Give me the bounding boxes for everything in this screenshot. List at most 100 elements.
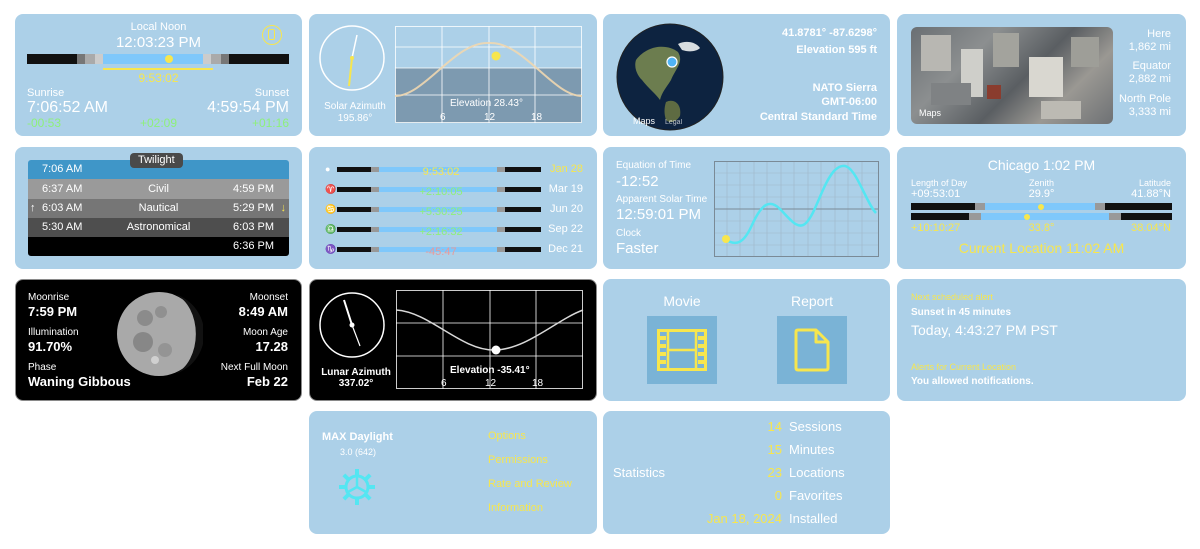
city-sun-marker (1038, 204, 1044, 210)
location-card[interactable]: Maps Legal 41.8781° -87.6298° Elevation … (603, 14, 890, 136)
moon-card[interactable]: Moonrise 7:59 PM Illumination 91.70% Pha… (15, 279, 302, 401)
daylight-bar (27, 54, 289, 64)
notifications-status: You allowed notifications. (911, 376, 1034, 387)
globe-legal-label[interactable]: Legal (665, 119, 683, 126)
rate-review-link[interactable]: Rate and Review (488, 478, 572, 490)
city-card[interactable]: Chicago 1:02 PM Length of Day Zenith Lat… (897, 147, 1186, 269)
lunar-position-card[interactable]: Lunar Azimuth 337.02° Elevation -35.41° … (309, 279, 597, 401)
day-length: 9:53:02 (138, 71, 179, 85)
installed-value: Jan 18, 2024 (706, 511, 782, 526)
location-timezone: Central Standard Time (759, 111, 877, 123)
season-date: Dec 21 (548, 243, 583, 255)
lunar-elevation-chart (396, 290, 584, 389)
eot-value: -12:52 (616, 173, 659, 190)
season-delta: -45:47 (425, 246, 457, 258)
season-delta: +2:16:32 (419, 226, 463, 238)
current-sun-marker (1024, 214, 1030, 220)
nautical-up-arrow: ↑ (30, 202, 36, 214)
sun-marker (165, 55, 173, 63)
favorites-label: Favorites (789, 488, 843, 503)
solar-compass (319, 25, 385, 91)
current-latitude-value: 38.04°N (1131, 222, 1171, 234)
app-name: MAX Daylight (322, 431, 393, 443)
season-bar (337, 187, 541, 192)
seasons-card[interactable]: ● 9:53:02 Jan 28 ♈ +2:10:05 Mar 19 ♋ +5:30:25 Ju… (309, 147, 597, 269)
options-link[interactable]: Options (488, 430, 526, 442)
next-alert-desc: Sunset in 45 minutes (911, 307, 1012, 318)
sunset-time: 4:59:54 PM (207, 99, 289, 116)
sunrise-label: Sunrise (27, 87, 65, 99)
solar-azimuth-label: Solar Azimuth (324, 101, 386, 112)
favorites-value: 0 (774, 488, 782, 503)
distances-card[interactable]: Maps Here 1,862 mi Equator 2,882 mi Nort… (897, 14, 1186, 136)
installed-label: Installed (789, 511, 838, 526)
city-length-value: +09:53:01 (911, 188, 961, 200)
report-button[interactable] (777, 316, 847, 384)
ast-label: Apparent Solar Time (616, 194, 708, 205)
season-symbol-icon: ♑ (325, 244, 337, 254)
nautical-am: 6:03 AM (42, 202, 83, 214)
season-symbol-icon: ♋ (325, 204, 337, 214)
current-zenith-value: 33.8° (1028, 222, 1055, 234)
illumination-label: Illumination (28, 327, 79, 338)
ast-value: 12:59:01 PM (616, 206, 702, 223)
lunar-compass (319, 292, 385, 358)
equation-of-time-chart (714, 161, 879, 257)
alerts-card[interactable]: Next scheduled alert Sunset in 45 minute… (897, 279, 1186, 401)
season-date: Jun 20 (549, 203, 583, 215)
twilight-card[interactable]: 7:06 AM 6:37 AM Civil 4:59 PM ↑ 6:03 AM … (15, 147, 302, 269)
moonrise-value: 7:59 PM (28, 304, 78, 319)
statistics-card: Statistics 14 Sessions 15 Minutes 23 Loc… (603, 411, 890, 534)
globe-map[interactable] (616, 22, 724, 132)
lunar-elevation-label: Elevation -35.41° (450, 365, 530, 376)
permissions-link[interactable]: Permissions (488, 454, 548, 466)
eot-label: Equation of Time (616, 160, 692, 171)
lunar-azimuth-label: Lunar Azimuth (321, 367, 391, 378)
sessions-label: Sessions (789, 419, 842, 434)
daylight-underline (103, 68, 213, 70)
daylight-card[interactable]: Local Noon 12:03:23 PM 9:53:02 Sunrise S… (15, 14, 302, 136)
next-alert-label: Next scheduled alert (911, 292, 994, 302)
information-link[interactable]: Information (488, 502, 544, 514)
city-latitude-label: Latitude (1138, 178, 1171, 188)
moonset-label: Moonset (249, 292, 288, 303)
local-noon-label: Local Noon (130, 21, 187, 33)
sunrise-delta: -00:53 (27, 116, 62, 130)
sunset-delta: +01:16 (251, 116, 289, 130)
sessions-value: 14 (767, 419, 782, 434)
location-gmt: GMT-06:00 (821, 96, 877, 108)
twilight-sunrise-time: 7:06 AM (42, 163, 83, 175)
season-row: ♈ +2:10:05 Mar 19 (309, 183, 597, 202)
illumination-value: 91.70% (28, 339, 73, 354)
minutes-value: 15 (767, 442, 782, 457)
season-row: ♋ +5:30:25 Jun 20 (309, 203, 597, 222)
astronomical-pm: 6:03 PM (233, 221, 274, 233)
season-date: Sep 22 (548, 223, 583, 235)
current-location-label: Current Location 11:02 AM (958, 240, 1125, 256)
movie-button[interactable] (647, 316, 717, 384)
film-icon (657, 329, 707, 371)
twilight-title-badge: Twilight (130, 153, 183, 168)
sunrise-time: 7:06:52 AM (27, 99, 108, 116)
city-zenith-label: Zenith (1028, 178, 1054, 188)
solar-noon-icon[interactable] (262, 25, 282, 45)
season-delta: +5:30:25 (419, 206, 463, 218)
app-version: 3.0 (642) (339, 447, 377, 457)
season-bar (337, 227, 541, 232)
solar-position-card[interactable]: Solar Azimuth 195.86° Elevation 28.43° 6… (309, 14, 597, 136)
aerial-map[interactable] (911, 27, 1113, 124)
lunar-tick-12: 12 (485, 378, 497, 389)
twilight-table: 7:06 AM 6:37 AM Civil 4:59 PM ↑ 6:03 AM … (28, 160, 289, 256)
solar-elevation-chart (395, 26, 583, 123)
distance-equator-label: Equator (1132, 60, 1171, 72)
astronomical-name: Astronomical (126, 221, 191, 233)
aerial-maps-label: Maps (919, 108, 942, 118)
season-delta: 9:53:02 (422, 166, 460, 178)
sunset-label: Sunset (254, 87, 289, 99)
equation-card[interactable]: Equation of Time -12:52 Apparent Solar T… (603, 147, 890, 269)
solar-tick-6: 6 (440, 112, 446, 123)
season-bar (337, 207, 541, 212)
nautical-name: Nautical (138, 202, 179, 214)
season-row: ♑ -45:47 Dec 21 (309, 243, 597, 262)
nautical-row: ↑ 6:03 AM Nautical 5:29 PM ↓ (28, 199, 289, 218)
